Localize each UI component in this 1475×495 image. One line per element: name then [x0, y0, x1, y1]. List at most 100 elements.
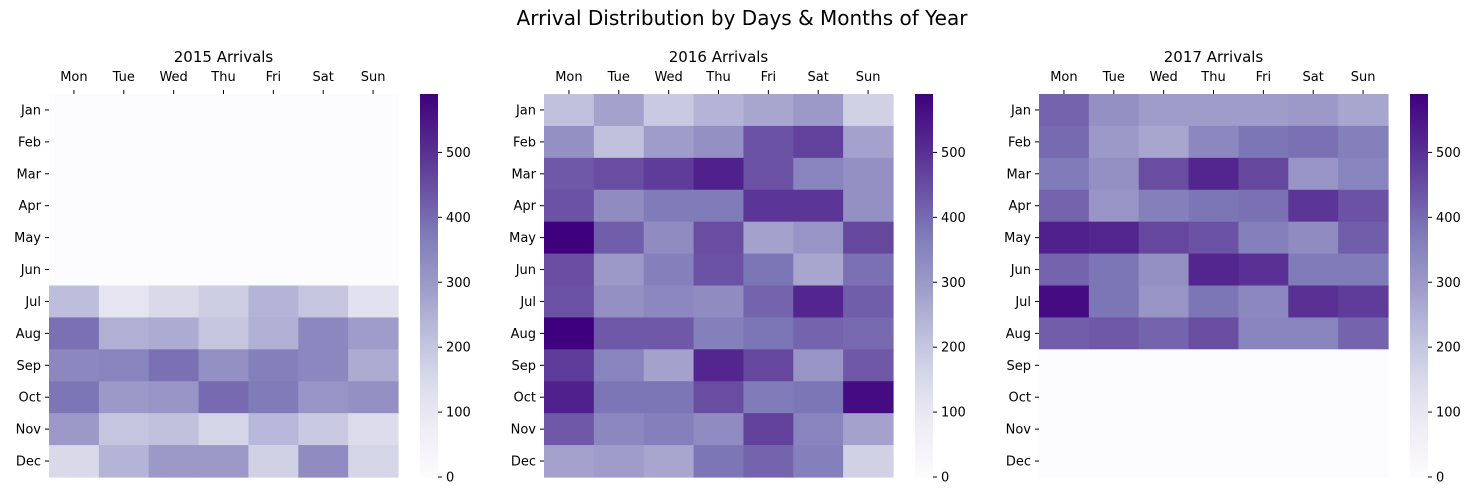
heatmap-cell [298, 221, 349, 255]
heatmap-cell [198, 221, 250, 255]
heatmap-cell [1138, 125, 1190, 159]
heatmap-cell [198, 413, 250, 446]
heatmap-cell [1039, 381, 1090, 414]
heatmap-cell [1138, 285, 1190, 319]
heatmap-cell [693, 413, 745, 446]
heatmap-cell [693, 445, 745, 478]
heatmap-cell [793, 349, 844, 382]
y-tick-label: Jul [519, 295, 536, 310]
heatmap-cell [1188, 413, 1240, 446]
panel-title: 2017 Arrivals [1164, 48, 1264, 66]
heatmap-cell [1338, 413, 1389, 446]
heatmap-cell [544, 125, 595, 159]
heatmap-cell [1138, 349, 1190, 382]
heatmap-cell [348, 94, 399, 127]
x-tick-label: Fri [1256, 70, 1272, 85]
heatmap-cell [1088, 157, 1140, 191]
heatmap-cell [743, 317, 794, 350]
y-tick-label: Mar [1006, 167, 1031, 182]
heatmap-cell [793, 189, 844, 223]
heatmap-cell [843, 317, 894, 350]
heatmap-cell [1188, 253, 1240, 287]
heatmap-cell [643, 413, 695, 446]
heatmap-cell [1288, 381, 1339, 414]
colorbar-tick-label: 400 [446, 211, 471, 226]
heatmap-cell [1188, 94, 1240, 127]
colorbar [915, 94, 933, 477]
heatmap-cell [1238, 445, 1289, 478]
heatmap-cell [1338, 317, 1389, 350]
heatmap-cell [843, 413, 894, 446]
y-tick-label: Dec [16, 455, 41, 470]
y-tick-label: Oct [1009, 391, 1031, 406]
y-tick-label: Mar [511, 167, 536, 182]
heatmap-cell [843, 349, 894, 382]
heatmap-cell [348, 221, 399, 255]
colorbar-tick-label: 400 [941, 211, 966, 226]
x-tick-label: Fri [761, 70, 777, 85]
x-tick-label: Sun [361, 70, 386, 85]
heatmap-cell [298, 317, 349, 350]
y-tick-label: Jun [20, 263, 41, 278]
heatmap-cell [1138, 413, 1190, 446]
y-tick-label: Oct [19, 391, 41, 406]
heatmap-cell [693, 94, 745, 127]
y-tick-label: Apr [1009, 199, 1032, 214]
heatmap-cell [593, 125, 645, 159]
heatmap-cell [643, 445, 695, 478]
heatmap-cell [1039, 413, 1090, 446]
heatmap-cell [298, 445, 349, 478]
heatmap-cell [1088, 125, 1140, 159]
heatmap-cell [1188, 445, 1240, 478]
heatmap-cell [1039, 94, 1090, 127]
heatmap-cell [743, 349, 794, 382]
heatmap-cell [743, 94, 794, 127]
heatmap-cell [248, 285, 299, 319]
heatmap-cell [198, 189, 250, 223]
y-tick-label: Jan [1010, 103, 1031, 118]
y-tick-label: Jun [1010, 263, 1031, 278]
heatmap-cell [593, 189, 645, 223]
colorbar-tick-label: 100 [941, 406, 966, 421]
heatmap-cell [148, 349, 200, 382]
heatmap-cell [298, 413, 349, 446]
y-tick-label: Jul [1014, 295, 1031, 310]
heatmap-cell [98, 285, 150, 319]
heatmap-cell [593, 157, 645, 191]
heatmap-cell [843, 157, 894, 191]
heatmap-cell [1188, 317, 1240, 350]
y-tick-label: Mar [16, 167, 41, 182]
heatmap-cell [1238, 253, 1289, 287]
colorbar-tick-label: 100 [1436, 406, 1461, 421]
heatmap-cell [1288, 94, 1339, 127]
y-tick-label: Feb [18, 135, 41, 150]
heatmap-cell [98, 445, 150, 478]
heatmap-cell [348, 349, 399, 382]
colorbar-tick-label: 500 [941, 146, 966, 161]
heatmap-cell [198, 125, 250, 159]
y-tick-label: Aug [1006, 327, 1031, 342]
heatmap-cell [693, 317, 745, 350]
heatmap-cell [1039, 253, 1090, 287]
colorbar [1410, 94, 1428, 477]
heatmap-cell [1039, 349, 1090, 382]
heatmap-cell [1088, 221, 1140, 255]
x-tick-label: Fri [266, 70, 282, 85]
colorbar-tick-label: 0 [1436, 471, 1444, 486]
heatmap-cell [49, 125, 100, 159]
colorbar-tick-label: 300 [1436, 276, 1461, 291]
heatmap-cell [98, 317, 150, 350]
heatmap-cell [843, 253, 894, 287]
heatmap-cell [248, 253, 299, 287]
x-tick-label: Sat [1303, 70, 1324, 85]
colorbar-tick-label: 300 [446, 276, 471, 291]
panel-title: 2015 Arrivals [174, 48, 274, 66]
heatmap-cell [1288, 157, 1339, 191]
heatmap-cell [1188, 349, 1240, 382]
y-tick-label: Apr [19, 199, 42, 214]
heatmap-cell [348, 317, 399, 350]
y-tick-label: May [14, 231, 41, 246]
heatmap-cell [248, 94, 299, 127]
heatmap-cell [1238, 94, 1289, 127]
heatmap-cell [49, 94, 100, 127]
